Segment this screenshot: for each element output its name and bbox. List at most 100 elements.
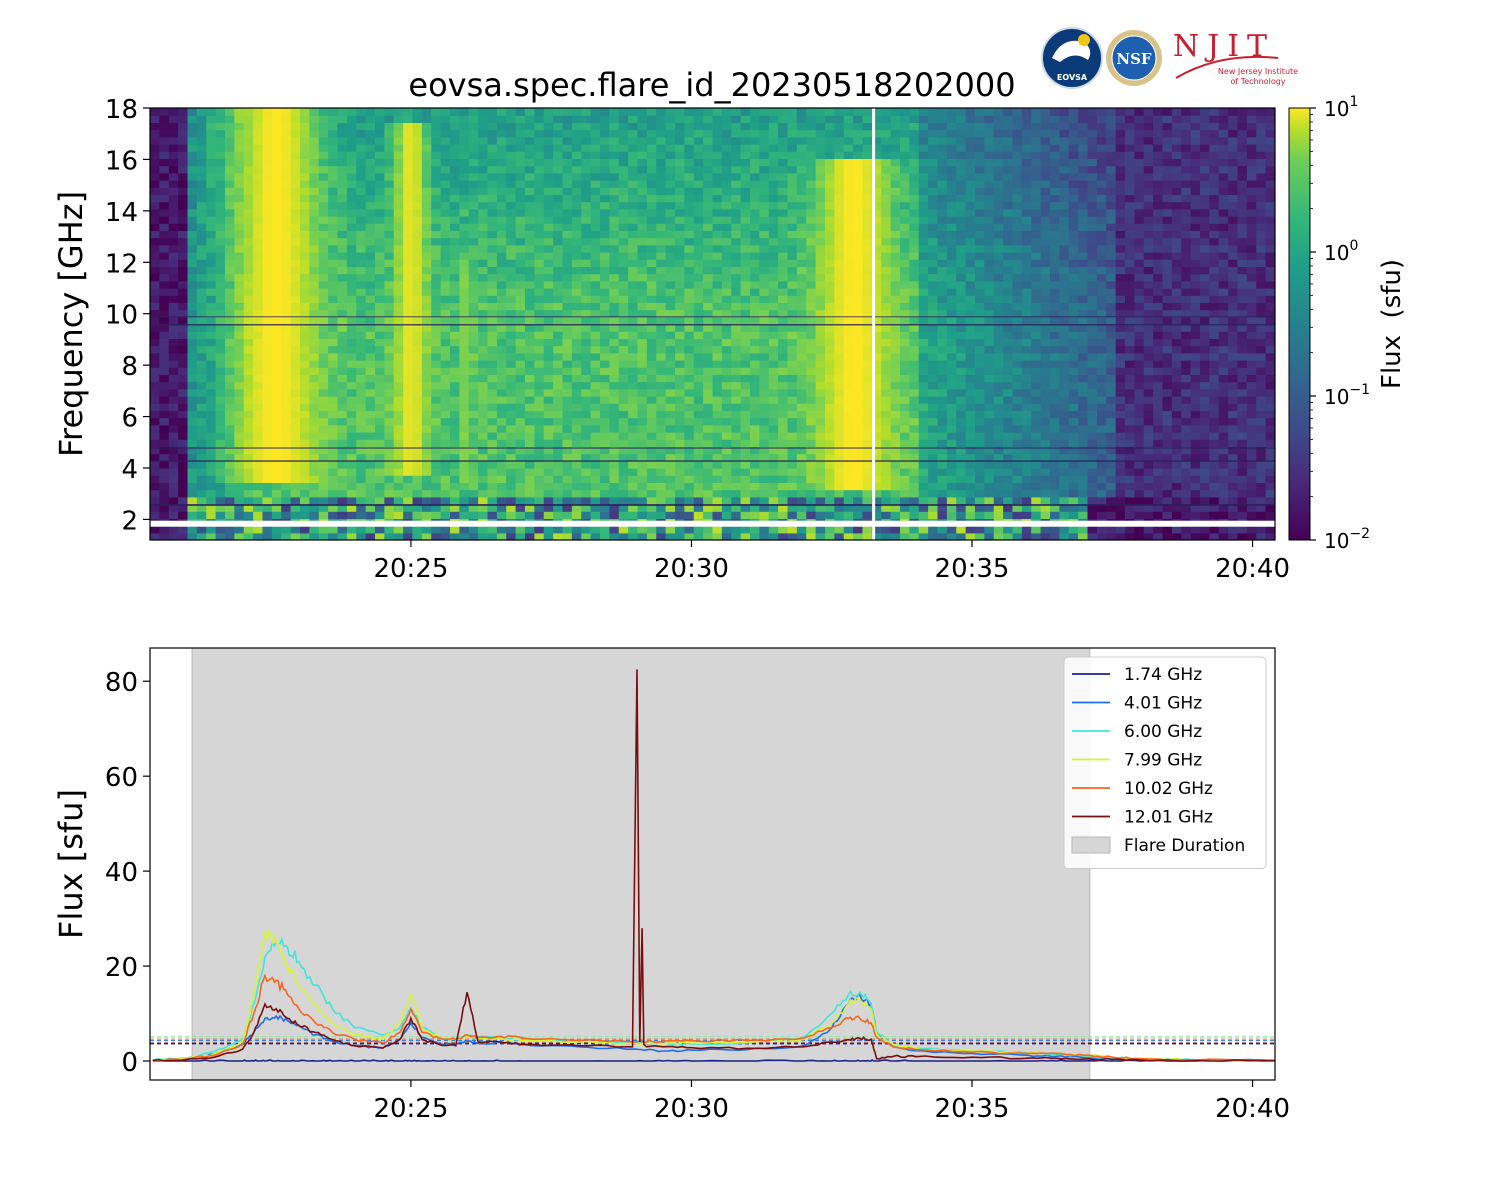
- spectrogram-cell: [525, 417, 535, 426]
- spectrogram-cell: [871, 352, 882, 361]
- spectrogram-cell: [440, 295, 451, 303]
- spectrogram-cell: [468, 252, 479, 260]
- spectrogram-cell: [337, 352, 348, 361]
- spectrogram-cell: [506, 324, 517, 332]
- spectrogram-cell: [721, 295, 732, 303]
- spectrogram-cell: [778, 496, 789, 505]
- spectrogram-cell: [365, 244, 376, 253]
- spectrogram-cell: [525, 158, 535, 167]
- spectrogram-cell: [693, 331, 704, 339]
- spectrogram-cell: [178, 532, 189, 540]
- spectrogram-cell: [646, 424, 657, 433]
- spectrogram-cell: [759, 439, 770, 447]
- spectrogram-cell: [693, 360, 704, 368]
- spectrogram-cell: [506, 396, 517, 404]
- spectrogram-cell: [581, 410, 592, 419]
- spectrogram-cell: [215, 403, 226, 411]
- spectrogram-cell: [478, 468, 489, 476]
- spectrogram-cell: [609, 374, 620, 383]
- spectrogram-cell: [225, 417, 235, 426]
- spectrogram-cell: [478, 194, 489, 203]
- spectrogram-cell: [300, 439, 310, 447]
- spectrogram-cell: [309, 532, 320, 540]
- spectrogram-cell: [768, 216, 779, 224]
- spectrogram-cell: [365, 201, 376, 210]
- spectrogram-cell: [553, 201, 564, 210]
- spectrogram-cell: [675, 223, 685, 231]
- spectrogram-cell: [271, 187, 282, 195]
- spectrogram-cell: [637, 201, 648, 210]
- spectrogram-cell: [600, 230, 610, 239]
- spectrogram-cell: [450, 108, 460, 116]
- spectrogram-cell: [187, 324, 198, 332]
- spectrogram-cell: [375, 352, 385, 361]
- spectrogram-cell: [356, 187, 367, 195]
- spectrogram-cell: [571, 108, 582, 116]
- spectrogram-cell: [375, 331, 385, 339]
- spectrogram-cell: [740, 180, 751, 188]
- spectrogram-cell: [421, 223, 432, 231]
- spectrogram-cell: [478, 151, 489, 159]
- spectrogram-cell: [150, 165, 160, 174]
- spectrogram-cell: [768, 403, 779, 411]
- spectrogram-image: [150, 108, 1275, 540]
- spectrogram-cell: [225, 122, 235, 131]
- spectrogram-cell: [618, 511, 629, 519]
- spectrogram-cell: [281, 237, 292, 246]
- spectrogram-cell: [150, 410, 160, 419]
- spectrogram-cell: [881, 108, 892, 116]
- spectrogram-cell: [421, 331, 432, 339]
- spectrogram-cell: [881, 237, 892, 246]
- spectrogram-cell: [496, 403, 507, 411]
- spectrogram-cell: [346, 324, 357, 332]
- spectrogram-cell: [300, 489, 310, 498]
- spectrogram-cell: [178, 410, 189, 419]
- spectrogram-cell: [281, 331, 292, 339]
- spectrogram-cell: [534, 504, 545, 512]
- spectrogram-cell: [684, 223, 695, 231]
- spectrogram-cell: [168, 129, 179, 138]
- spectrogram-cell: [337, 331, 348, 339]
- spectrogram-cell: [459, 403, 470, 411]
- spectrogram-cell: [431, 288, 442, 296]
- spectrogram-cell: [187, 345, 198, 354]
- spectrogram-cell: [909, 187, 920, 195]
- spectrogram-cell: [178, 237, 189, 246]
- spectrogram-cell: [478, 288, 489, 296]
- spectrogram-cell: [159, 288, 170, 296]
- spectrogram-cell: [318, 180, 329, 188]
- spectrogram-cell: [253, 345, 264, 354]
- spectrogram-cell: [721, 266, 732, 275]
- spectrogram-cell: [300, 108, 310, 116]
- spectrogram-cell: [440, 338, 451, 347]
- spectrogram-cell: [815, 172, 826, 181]
- spectrogram-cell: [243, 230, 254, 239]
- spectrogram-cell: [796, 403, 807, 411]
- spectrogram-cell: [375, 201, 385, 210]
- spectrogram-cell: [759, 360, 770, 368]
- spectrogram-cell: [215, 525, 226, 534]
- spectrogram-cell: [300, 244, 310, 253]
- spectrogram-cell: [300, 396, 310, 404]
- spectrogram-cell: [375, 136, 385, 145]
- spectrogram-cell: [309, 288, 320, 296]
- spectrogram-cell: [159, 432, 170, 440]
- spectrogram-cell: [337, 468, 348, 476]
- spectrogram-cell: [506, 410, 517, 419]
- spectrogram-cell: [759, 482, 770, 491]
- spectrogram-cell: [384, 432, 395, 440]
- spectrogram-cell: [768, 122, 779, 131]
- spectrogram-cell: [862, 302, 873, 311]
- spectrogram-cell: [918, 180, 929, 188]
- spectrogram-cell: [318, 201, 329, 210]
- spectrogram-cell: [318, 446, 329, 455]
- spectrogram-cell: [225, 360, 235, 368]
- spectrogram-cell: [918, 504, 929, 512]
- spectrogram-cell: [365, 115, 376, 123]
- spectrogram-cell: [375, 460, 385, 469]
- spectrogram-cell: [815, 511, 826, 519]
- spectrogram-cell: [815, 388, 826, 397]
- spectrogram-cell: [731, 417, 742, 426]
- spectrogram-cell: [356, 396, 367, 404]
- spectrogram-cell: [271, 172, 282, 181]
